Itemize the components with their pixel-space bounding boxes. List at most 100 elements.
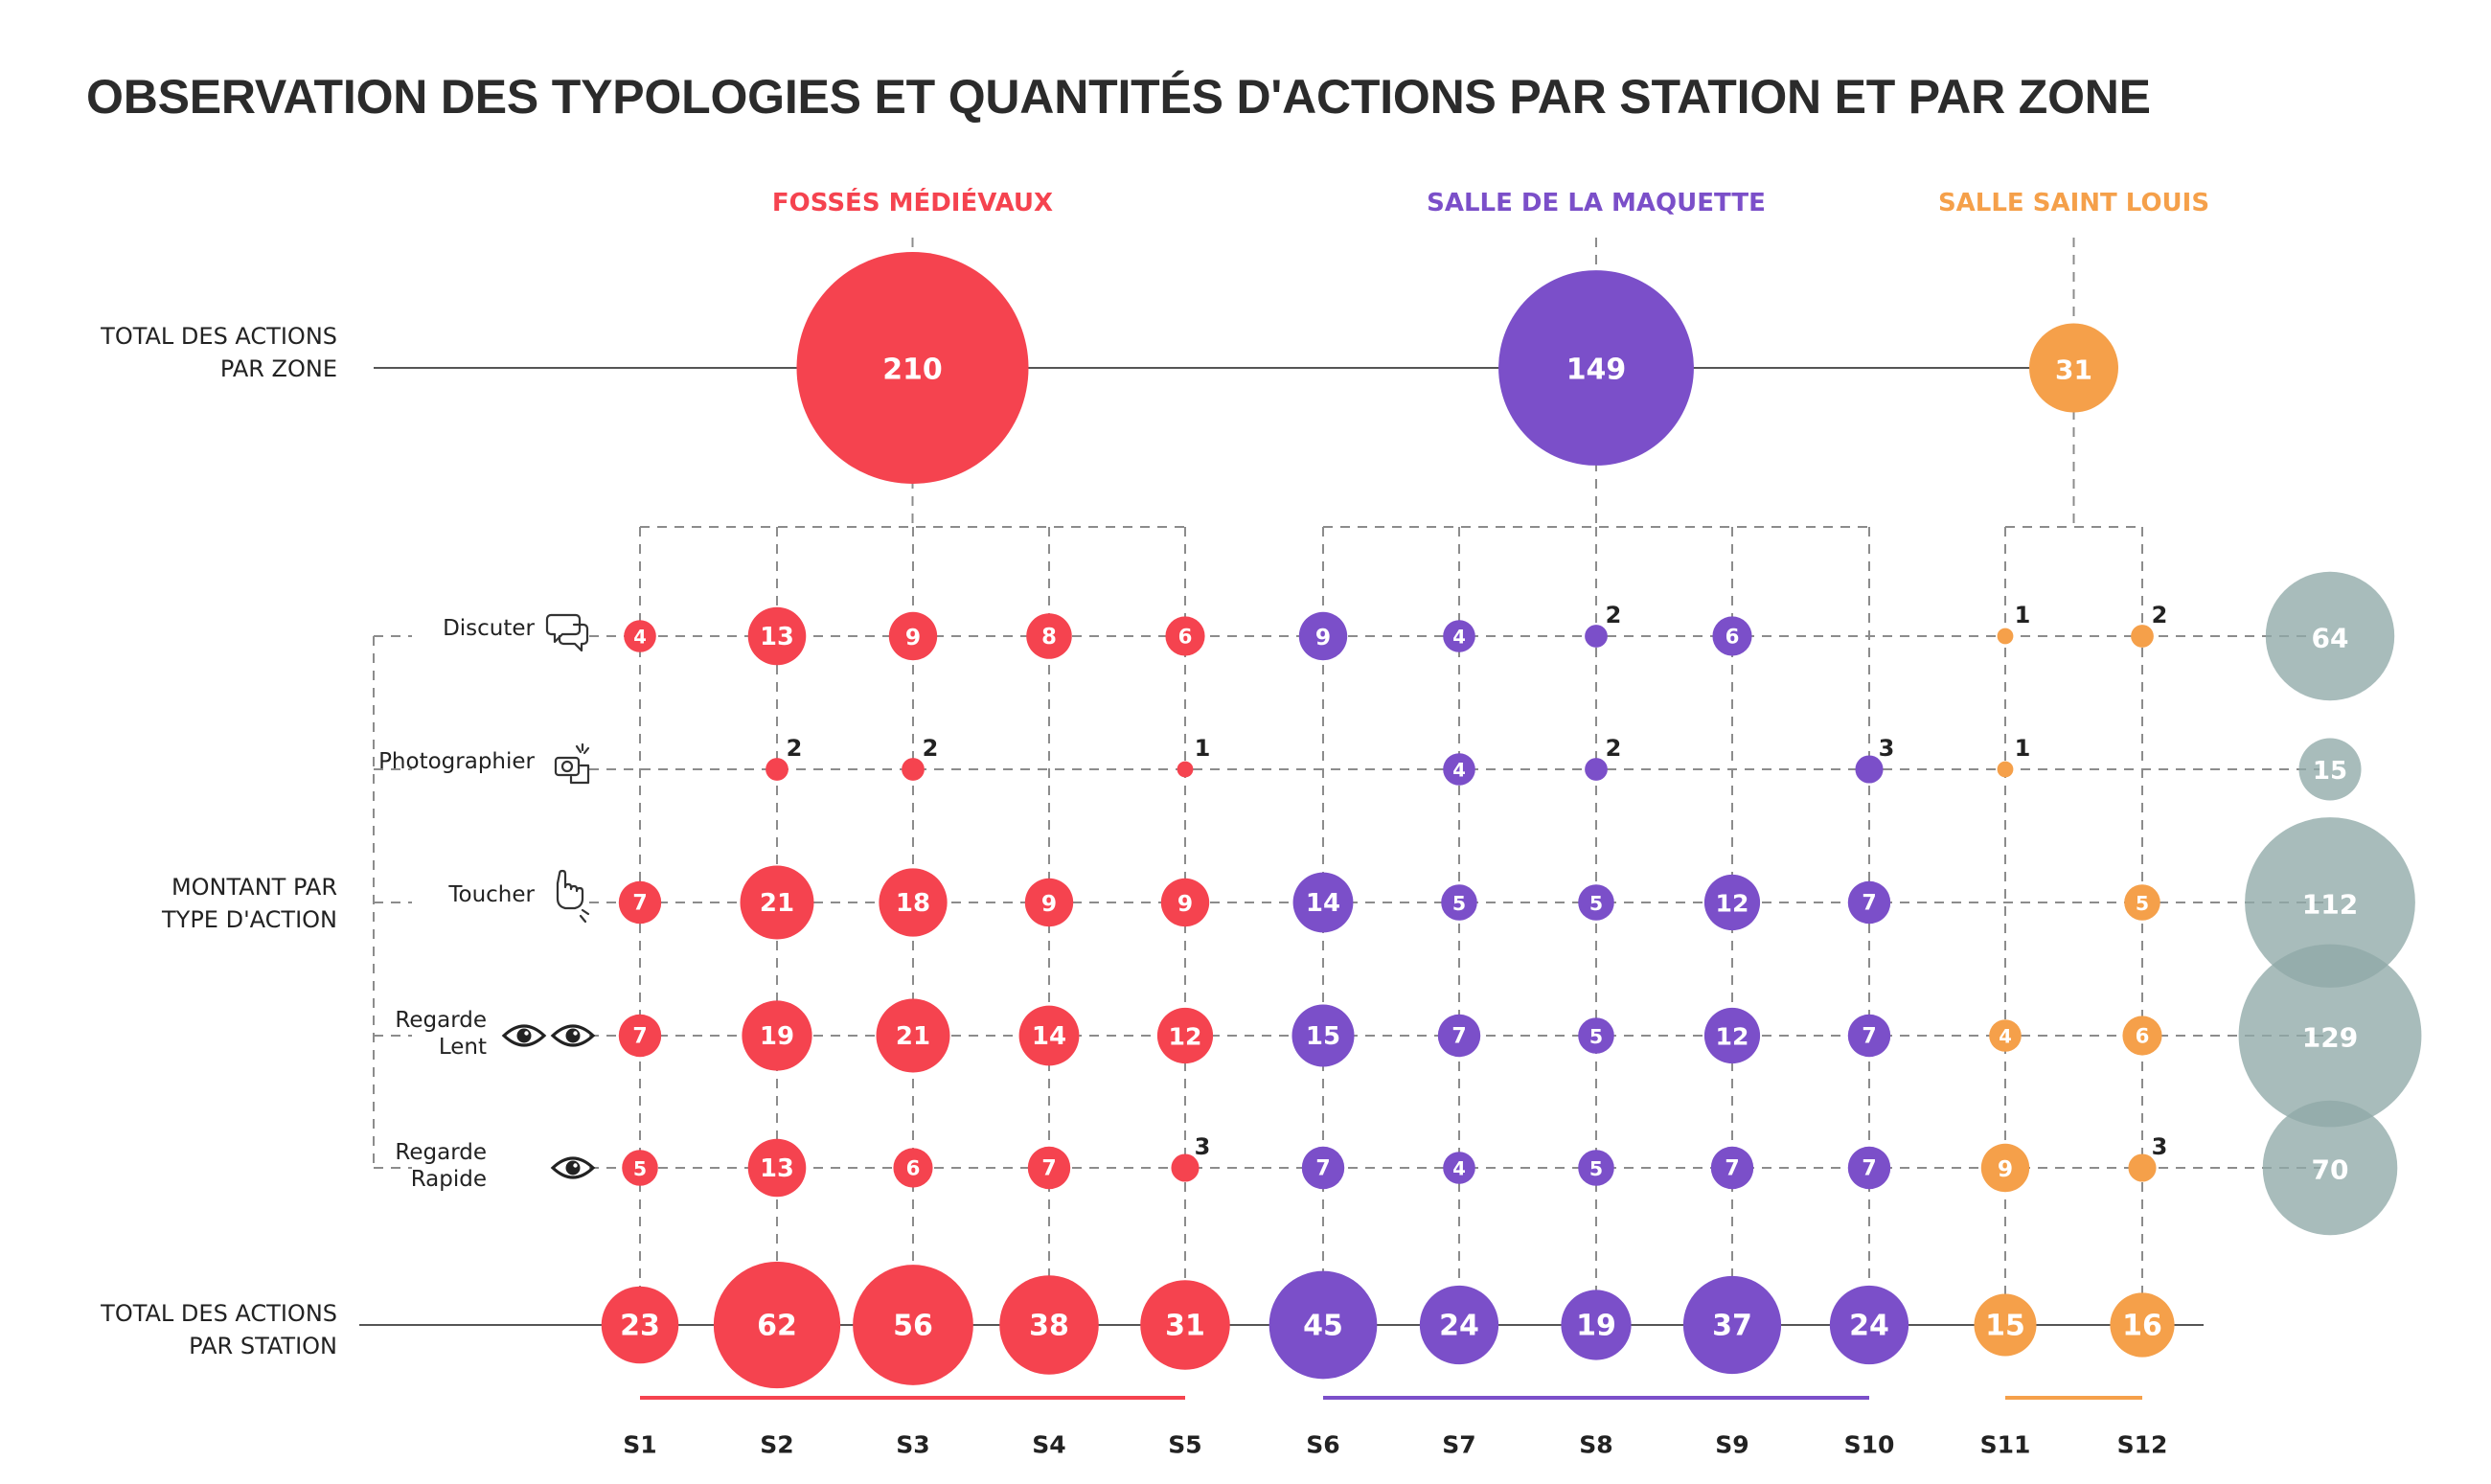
action-value-label: 2 [2152,602,2168,628]
action-bubble [747,606,807,666]
action-value-label: 4 [1999,1026,2012,1048]
action-value-label: 19 [760,1022,794,1051]
station-total-bubble [1268,1270,1378,1380]
action-value-label: 1 [1195,735,1211,762]
action-bubble [1703,1007,1761,1064]
action-bubble [1298,611,1348,661]
action-bubble [1441,884,1477,921]
action-bubble [1292,872,1354,933]
action-bubble [1018,1005,1080,1066]
action-type-label: Rapide [411,1167,487,1192]
station-total-label: 19 [1576,1310,1616,1343]
station-total-label: 15 [1985,1310,2025,1343]
action-bubble [618,880,662,925]
action-bubble [902,758,925,781]
station-total-label: 23 [620,1310,660,1343]
action-bubble [1997,628,2014,645]
station-total-label: 24 [1439,1310,1479,1343]
row-label-station-total: TOTAL DES ACTIONS [100,1300,337,1327]
type-total-label: 15 [2313,757,2347,786]
station-label: S2 [760,1431,793,1459]
action-value-label: 2 [923,735,939,762]
station-total-bubble [1682,1275,1782,1375]
action-value-label: 8 [1041,625,1057,650]
type-total-bubble [2265,571,2395,701]
action-value-label: 7 [1041,1157,1056,1181]
action-value-label: 2 [1606,602,1622,628]
action-value-label: 7 [1862,1025,1876,1049]
action-bubble [1301,1146,1345,1190]
station-total-bubble [601,1286,679,1364]
type-total-label: 129 [2302,1022,2358,1054]
type-total-bubble [2238,944,2422,1128]
station-total-label: 37 [1712,1310,1752,1343]
type-total-label: 112 [2302,889,2358,921]
action-bubble [1585,625,1608,648]
action-value-label: 5 [1589,1157,1603,1180]
station-label: S8 [1579,1431,1612,1459]
action-bubble [1578,884,1614,921]
action-bubble [2131,625,2154,648]
speech-bubbles-icon [545,613,589,652]
action-bubble [742,1000,812,1071]
action-bubble [1171,1153,1200,1182]
action-bubble [1156,1007,1214,1064]
zone-total-bubble [1498,270,1694,466]
action-value-label: 21 [896,1022,930,1051]
action-value-label: 5 [2136,892,2149,915]
station-label: S9 [1715,1431,1748,1459]
station-label: S10 [1844,1431,1895,1459]
action-value-label: 5 [1589,892,1603,915]
action-value-label: 14 [1306,889,1340,918]
action-bubble [888,611,938,661]
station-label: S4 [1032,1431,1065,1459]
camera-phone-icon [554,742,590,785]
action-value-label: 4 [1452,627,1466,649]
action-value-label: 9 [1998,1155,2013,1182]
action-bubble [2124,884,2160,921]
action-value-label: 14 [1032,1022,1066,1051]
action-bubble [1847,880,1891,925]
action-value-label: 4 [633,627,647,649]
action-type-label: Lent [439,1035,487,1060]
row-label-by-type: MONTANT PAR [171,874,337,901]
action-bubble [879,868,948,937]
zone-label: SALLE SAINT LOUIS [1938,189,2209,217]
action-bubble [2128,1153,2157,1182]
action-value-label: 7 [632,1025,647,1049]
station-total-label: 31 [1165,1310,1205,1343]
action-value-label: 3 [1195,1133,1211,1160]
action-bubble [1847,1146,1891,1190]
action-value-label: 9 [1041,890,1057,917]
action-bubble [740,865,814,940]
station-total-bubble [1829,1285,1909,1365]
action-value-label: 9 [1177,890,1193,917]
action-value-label: 4 [1452,1158,1466,1180]
station-total-label: 16 [2122,1310,2162,1343]
action-value-label: 6 [1178,626,1193,650]
station-label: S6 [1306,1431,1339,1459]
action-bubble [622,1150,658,1186]
action-bubble [1443,1152,1475,1184]
action-bubble [1160,878,1210,927]
action-bubble [1712,616,1752,656]
action-bubble [766,758,788,781]
action-type-label: Regarde [395,1008,487,1033]
action-value-label: 7 [632,892,647,916]
action-value-label: 13 [760,1154,794,1183]
action-bubble [1989,1019,2022,1052]
action-value-label: 1 [2015,735,2031,762]
action-value-label: 1 [2015,602,2031,628]
station-total-bubble [999,1275,1099,1375]
station-total-bubble [853,1265,973,1385]
action-bubble [876,998,950,1073]
action-value-label: 4 [1452,760,1466,782]
action-value-label: 7 [1862,892,1876,916]
action-value-label: 12 [1716,890,1749,918]
action-value-label: 5 [1589,1025,1603,1048]
action-value-label: 9 [905,624,921,651]
station-total-label: 24 [1849,1310,1889,1343]
eye-icon [550,1156,596,1179]
action-value-label: 2 [787,735,803,762]
